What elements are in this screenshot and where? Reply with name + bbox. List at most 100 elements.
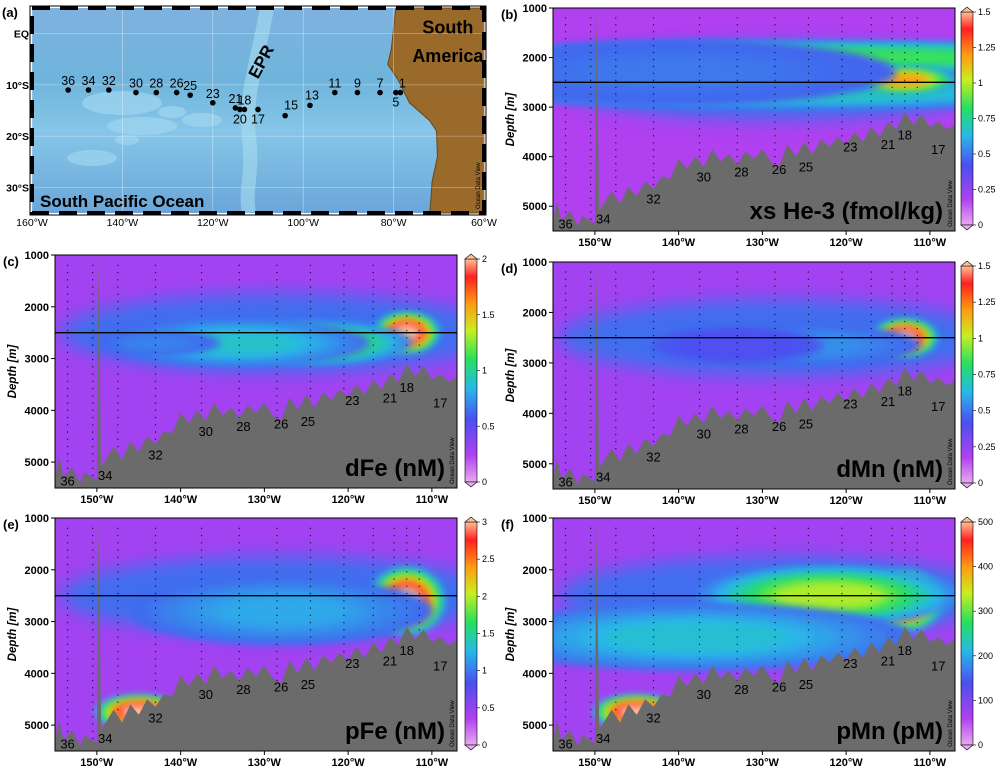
cast-sample-dot [91,578,94,580]
cast-sample-dot [66,730,69,733]
cast-sample-dot [309,650,312,653]
cast-sample-dot [736,285,738,287]
cast-sample-dot [309,578,312,580]
cast-sample-dot [117,534,119,537]
station-label: 25 [301,414,315,429]
cast-sample-dot [841,556,843,559]
cast-sample-dot [200,534,203,537]
cast-sample-dot [564,585,567,588]
plume-contour [586,58,771,87]
cast-sample-dot [841,534,843,537]
cast-sample-dot [652,107,655,109]
cast-sample-dot [309,658,312,660]
cast-sample-dot [774,636,776,638]
cast-sample-dot [309,293,312,296]
cast-sample-dot [652,128,655,130]
map-x-tick-label: 160°W [16,217,48,229]
station-marker [133,89,139,96]
cast-sample-dot [698,327,701,330]
cast-sample-dot [66,416,69,419]
cast-sample-dot [841,278,843,280]
cast-sample-dot [117,527,119,530]
cast-sample-dot [589,447,592,450]
cast-sample-dot [891,621,893,624]
cast-sample-dot [372,563,374,566]
cast-sample-dot [406,337,408,339]
cast-sample-dot [564,578,567,580]
cast-sample-dot [589,462,592,464]
cast-sample-dot [870,306,872,309]
cast-sample-dot [698,563,701,566]
cast-sample-dot [652,72,655,75]
cast-sample-dot [564,440,567,443]
cast-sample-dot [891,86,893,88]
cast-sample-dot [91,650,94,653]
cast-sample-dot [870,278,872,280]
cast-sample-dot [309,300,312,303]
cast-sample-dot [652,370,655,372]
cast-sample-dot [891,600,893,602]
cast-sample-dot [916,534,919,537]
cast-sample-dot [891,44,893,47]
station-label: 23 [345,656,359,671]
cast-sample-dot [564,629,567,631]
cast-sample-dot [91,527,94,530]
cast-sample-dot [589,672,592,675]
cast-sample-dot [615,149,617,151]
cast-sample-dot [891,363,893,365]
cast-sample-dot [891,292,893,294]
cast-sample-dot [807,629,810,631]
cast-sample-dot [652,694,655,696]
cast-sample-dot [774,356,776,358]
cast-sample-dot [276,315,278,317]
cast-sample-dot [589,65,592,68]
cast-sample-dot [916,342,919,344]
cast-sample-dot [276,563,278,566]
cast-sample-dot [807,142,810,144]
cast-sample-dot [589,278,592,280]
station-label: 32 [646,192,660,207]
cast-sample-dot [200,315,203,317]
cast-sample-dot [154,387,157,390]
cast-sample-dot [904,621,906,624]
cast-sample-dot [904,79,906,82]
cast-sample-dot [372,614,374,617]
y-tick-label: 1000 [523,3,547,15]
cast-sample-dot [736,24,738,26]
cast-sample-dot [372,585,374,588]
cast-sample-dot [589,650,592,653]
cast-sample-dot [698,405,701,407]
cast-sample-dot [564,636,567,638]
cast-sample-dot [615,384,617,386]
cast-sample-dot [238,629,240,631]
cast-sample-dot [393,542,395,544]
cast-sample-dot [615,370,617,372]
cast-sample-dot [564,549,567,551]
cast-sample-dot [870,58,872,61]
cast-sample-dot [807,72,810,75]
cast-sample-dot [309,286,312,288]
cast-sample-dot [904,271,906,273]
cast-sample-dot [916,51,919,54]
cast-sample-dot [564,169,567,172]
cast-sample-dot [589,299,592,302]
station-label: 34 [596,731,610,746]
cast-sample-dot [698,79,701,82]
station-label: 23 [843,396,857,411]
cast-sample-dot [870,614,872,617]
cast-sample-dot [66,694,69,696]
cast-sample-dot [117,672,119,675]
cast-sample-dot [652,183,655,186]
cast-sample-dot [698,363,701,365]
cast-sample-dot [652,58,655,61]
cast-sample-dot [916,549,919,551]
cast-sample-dot [807,292,810,294]
cast-sample-dot [774,527,776,530]
cast-sample-dot [774,17,776,19]
cast-sample-dot [238,672,240,675]
panel-letter: (c) [3,254,19,269]
station-label: 25 [301,677,315,692]
cast-sample-dot [841,542,843,544]
cast-sample-dot [841,320,843,323]
